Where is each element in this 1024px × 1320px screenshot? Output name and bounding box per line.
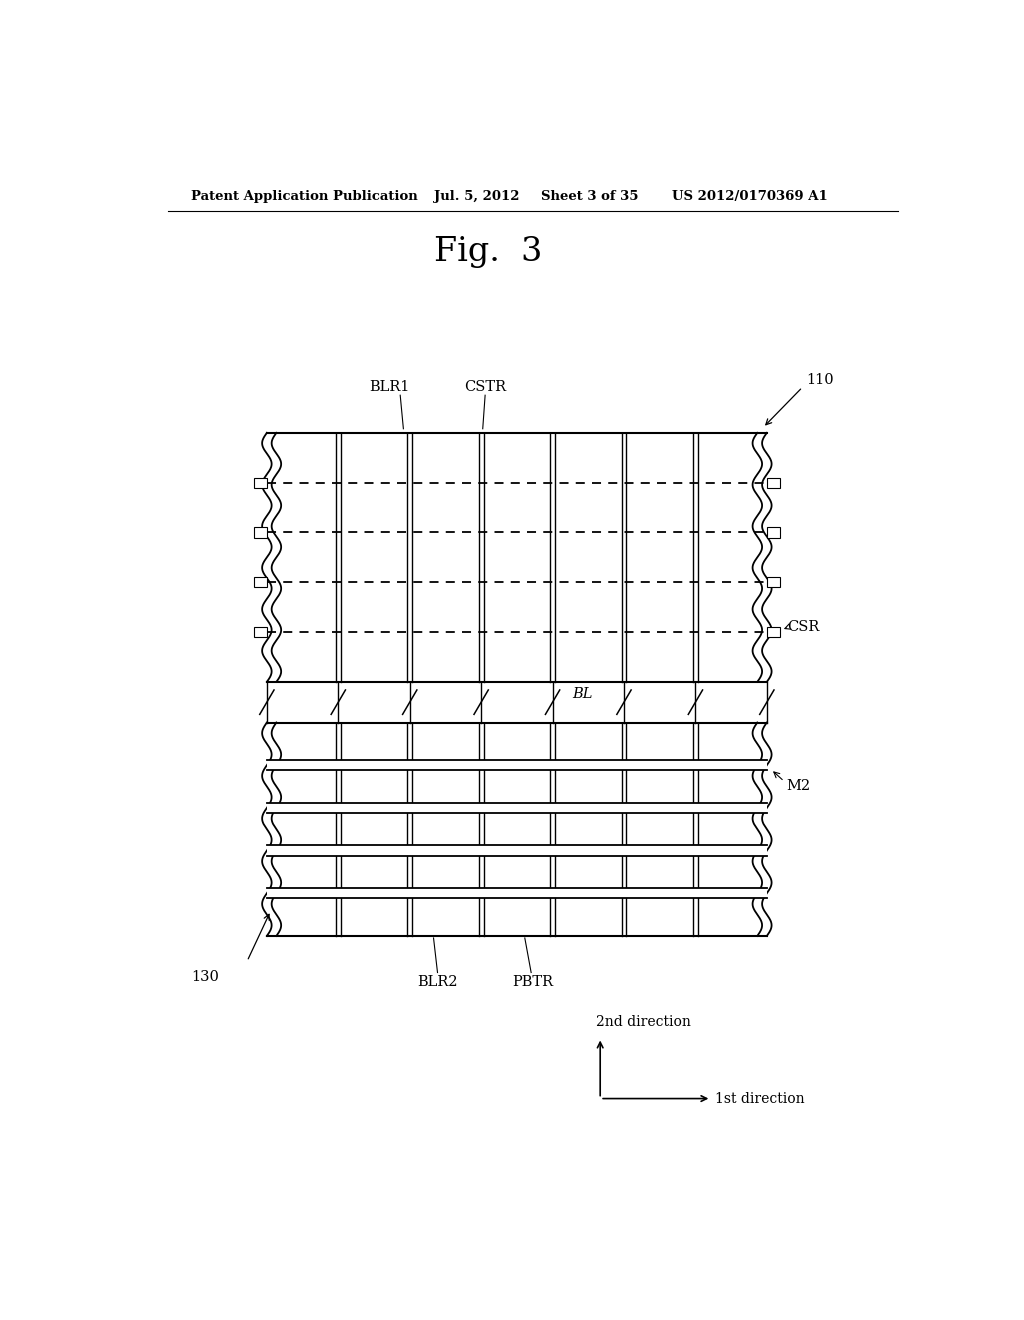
Text: Patent Application Publication: Patent Application Publication bbox=[191, 190, 418, 202]
Text: PBTR: PBTR bbox=[512, 974, 553, 989]
Bar bbox=[767, 478, 779, 487]
Bar bbox=[267, 846, 767, 855]
Text: Jul. 5, 2012: Jul. 5, 2012 bbox=[433, 190, 519, 202]
Bar bbox=[267, 803, 767, 813]
Text: CSR: CSR bbox=[787, 620, 820, 634]
Text: 110: 110 bbox=[807, 374, 835, 387]
Text: 1st direction: 1st direction bbox=[715, 1092, 805, 1106]
Bar bbox=[767, 577, 779, 587]
Text: US 2012/0170369 A1: US 2012/0170369 A1 bbox=[672, 190, 827, 202]
Text: 130: 130 bbox=[191, 970, 219, 983]
Bar bbox=[767, 627, 779, 638]
Text: BL: BL bbox=[572, 686, 593, 701]
Text: Fig.  3: Fig. 3 bbox=[433, 236, 542, 268]
Bar bbox=[254, 577, 267, 587]
Text: Sheet 3 of 35: Sheet 3 of 35 bbox=[541, 190, 638, 202]
Bar bbox=[267, 760, 767, 771]
Text: BLR1: BLR1 bbox=[370, 380, 410, 395]
Bar bbox=[767, 528, 779, 537]
Bar bbox=[254, 528, 267, 537]
Text: M2: M2 bbox=[786, 779, 811, 792]
Bar bbox=[254, 478, 267, 487]
Text: BLR2: BLR2 bbox=[417, 974, 458, 989]
Text: CSTR: CSTR bbox=[464, 380, 506, 395]
Bar bbox=[254, 627, 267, 638]
Bar bbox=[267, 888, 767, 899]
Text: 2nd direction: 2nd direction bbox=[596, 1015, 691, 1030]
